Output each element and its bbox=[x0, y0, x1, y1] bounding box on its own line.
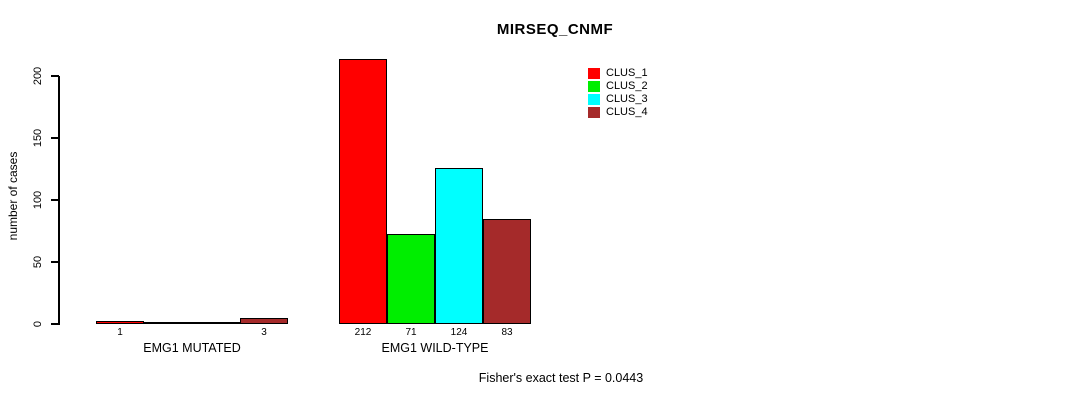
y-tick-mark bbox=[51, 75, 59, 77]
y-tick-label: 150 bbox=[32, 128, 44, 148]
legend: CLUS_1 CLUS_2 CLUS_3 CLUS_4 bbox=[588, 67, 648, 119]
y-axis-line bbox=[58, 76, 60, 325]
bar-clus_2-group2 bbox=[387, 234, 435, 324]
bar-clus_3-group1 bbox=[192, 322, 240, 324]
legend-item: CLUS_1 bbox=[588, 67, 648, 80]
bar-clus_1-group1 bbox=[96, 321, 144, 324]
chart-title: MIRSEQ_CNMF bbox=[496, 21, 614, 38]
y-tick-label: 0 bbox=[32, 320, 44, 328]
y-tick-mark bbox=[51, 137, 59, 139]
legend-swatch-icon bbox=[588, 107, 600, 118]
y-tick-label: 100 bbox=[32, 190, 44, 210]
legend-label: CLUS_1 bbox=[606, 67, 648, 79]
bar-value-label: 212 bbox=[354, 327, 372, 338]
bar-clus_1-group2 bbox=[339, 59, 387, 324]
legend-label: CLUS_2 bbox=[606, 80, 648, 92]
x-group-label-mutated: EMG1 MUTATED bbox=[143, 341, 241, 355]
y-axis-label: number of cases bbox=[6, 151, 20, 241]
bar-clus_4-group1 bbox=[240, 318, 288, 324]
bar-clus_2-group1 bbox=[144, 322, 192, 324]
bar-value-label: 71 bbox=[405, 327, 417, 338]
bar-value-label: 1 bbox=[117, 327, 123, 338]
legend-swatch-icon bbox=[588, 81, 600, 92]
y-tick-mark bbox=[51, 199, 59, 201]
bar-value-label: 83 bbox=[501, 327, 513, 338]
y-tick-label: 50 bbox=[32, 255, 44, 269]
y-tick-mark bbox=[51, 323, 59, 325]
x-group-label-wildtype: EMG1 WILD-TYPE bbox=[381, 341, 489, 355]
legend-swatch-icon bbox=[588, 68, 600, 79]
legend-item: CLUS_2 bbox=[588, 80, 648, 93]
y-tick-label: 200 bbox=[32, 66, 44, 86]
legend-label: CLUS_4 bbox=[606, 106, 648, 118]
legend-item: CLUS_3 bbox=[588, 93, 648, 106]
y-tick-mark bbox=[51, 261, 59, 263]
bar-value-label: 124 bbox=[450, 327, 468, 338]
legend-swatch-icon bbox=[588, 94, 600, 105]
bar-value-label: 3 bbox=[261, 327, 267, 338]
bar-clus_4-group2 bbox=[483, 219, 531, 324]
legend-label: CLUS_3 bbox=[606, 93, 648, 105]
fisher-test-annotation: Fisher's exact test P = 0.0443 bbox=[478, 371, 644, 385]
legend-item: CLUS_4 bbox=[588, 106, 648, 119]
bar-clus_3-group2 bbox=[435, 168, 483, 324]
